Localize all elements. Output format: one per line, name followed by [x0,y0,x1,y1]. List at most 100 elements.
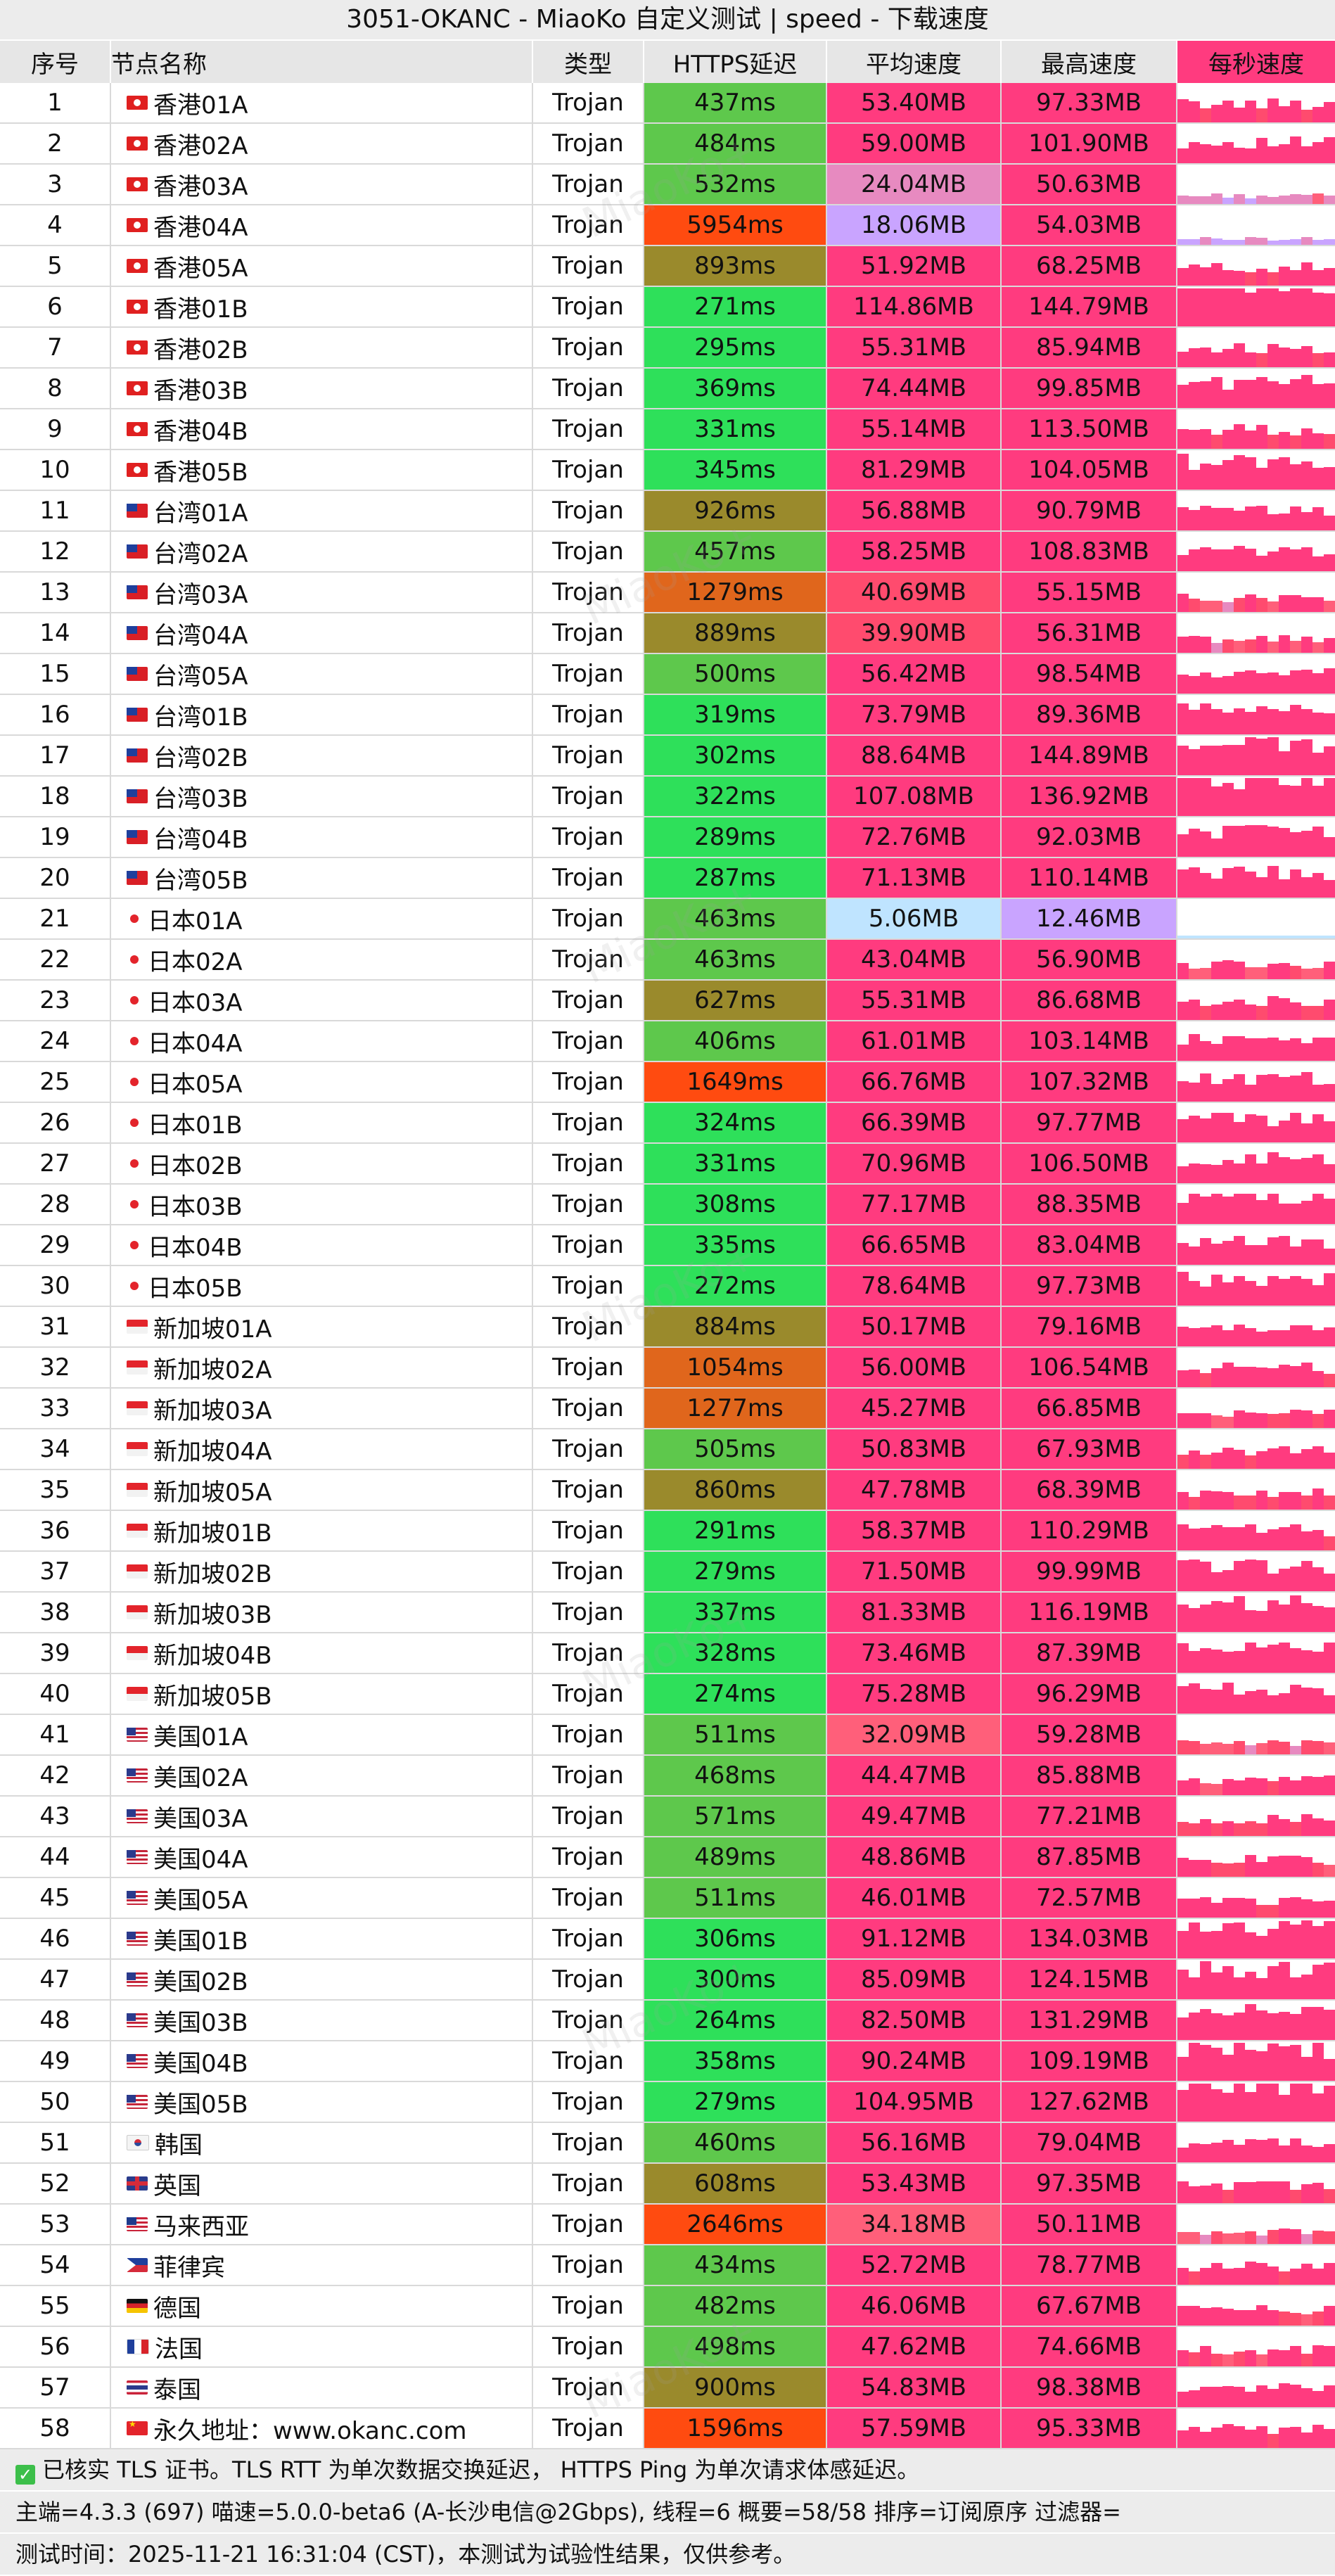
speed-bar [1245,549,1256,571]
speed-bar [1222,960,1234,979]
row-https-latency: 289ms [644,817,827,857]
row-index: 22 [0,940,111,979]
speed-bar [1279,1040,1290,1061]
speed-bar [1324,1775,1335,1795]
speed-bar [1312,270,1324,286]
speed-bar [1200,2084,1211,2122]
row-index: 32 [0,1348,111,1387]
speed-bar [1177,1560,1189,1591]
speed-bar [1222,2190,1234,2203]
row-speed-sparkline [1177,205,1335,245]
table-row: 56 法国 Trojan 498ms 47.62MB 74.66MB [0,2327,1335,2368]
speed-bar [1189,2186,1200,2203]
speed-bar [1324,601,1335,612]
speed-bar [1200,873,1211,898]
row-https-latency: 287ms [644,858,827,898]
flag-icon [127,1238,142,1252]
speed-bar [1234,194,1245,204]
flag-icon [127,2299,148,2313]
speed-bar [1245,1855,1256,1877]
flag-icon [127,1116,142,1130]
row-https-latency: 1277ms [644,1389,827,1428]
speed-bar [1256,468,1267,490]
speed-bar [1312,107,1324,122]
table-row: 17 台湾02B Trojan 302ms 88.64MB 144.89MB [0,736,1335,777]
speed-bar [1312,1567,1324,1591]
row-max-speed: 59.28MB [1002,1715,1177,1754]
node-name-text: 美国02A [153,1764,248,1792]
row-index: 58 [0,2409,111,2448]
flag-icon [127,1728,148,1742]
row-index: 19 [0,817,111,857]
speed-bar [1189,1608,1200,1632]
speed-bar [1290,1595,1301,1632]
speed-bar [1189,778,1200,816]
speed-bar [1177,268,1189,286]
speed-bar [1189,2084,1200,2122]
row-speed-sparkline [1177,1593,1335,1632]
speed-bar [1189,676,1200,694]
node-name-text: 香港05A [153,254,248,283]
node-name-text: 新加坡02B [153,1560,272,1588]
speed-bar [1211,1525,1222,1550]
speed-bar [1211,879,1222,898]
speed-bar [1211,263,1222,286]
speed-bar [1267,1276,1279,1306]
table-row: 24 日本04A Trojan 406ms 61.01MB 103.14MB [0,1021,1335,1062]
speed-bar [1324,1410,1335,1428]
speed-bar [1222,142,1234,163]
speed-bar [1222,1160,1234,1183]
speed-bar [1211,2387,1222,2407]
speed-bar [1256,2305,1267,2326]
row-type: Trojan [533,654,644,694]
speed-bar [1200,1932,1211,1958]
speed-bar [1267,1414,1279,1428]
row-https-latency: 319ms [644,695,827,734]
row-node-name: 新加坡03B [111,1593,533,1632]
speed-bar [1324,2306,1335,2326]
speed-bar [1222,2015,1234,2040]
speed-bar [1211,1931,1222,1958]
speed-bar [1301,1688,1312,1714]
speed-bar [1189,1823,1200,1836]
row-type: Trojan [533,1960,644,1999]
speed-bar [1301,110,1312,122]
speed-bar [1200,968,1211,979]
speed-bar [1177,2268,1189,2285]
row-speed-sparkline [1177,981,1335,1020]
speed-bar [1267,2138,1279,2162]
speed-bar [1234,1823,1245,1836]
speed-bar [1256,1286,1267,1306]
speed-bar [1290,641,1301,653]
row-index: 21 [0,899,111,938]
speed-bar [1324,962,1335,979]
row-node-name: 日本04A [111,1021,533,1061]
speed-bar [1279,936,1290,938]
speed-bar [1177,2392,1189,2407]
speed-bar [1200,2186,1211,2203]
speed-bar [1267,964,1279,979]
speed-bar [1267,601,1279,612]
row-https-latency: 274ms [644,1674,827,1714]
speed-bar [1200,2045,1211,2081]
speed-bar [1267,1781,1279,1795]
table-row: 54 菲律宾 Trojan 434ms 52.72MB 78.77MB [0,2245,1335,2286]
speed-bar [1234,2426,1245,2448]
row-node-name: 香港02A [111,124,533,163]
flag-icon [127,2419,148,2435]
speed-bar [1222,349,1234,367]
row-speed-sparkline [1177,1960,1335,1999]
speed-bar [1234,1276,1245,1306]
row-index: 10 [0,450,111,490]
speed-bar [1279,635,1290,653]
row-avg-speed: 58.37MB [827,1511,1002,1550]
speed-bar [1279,1413,1290,1428]
table-row: 14 台湾04A Trojan 889ms 39.90MB 56.31MB [0,613,1335,654]
row-node-name: 香港05A [111,246,533,286]
speed-bar [1256,108,1267,122]
speed-bar [1301,1496,1312,1510]
speed-bar [1290,1002,1301,1020]
row-max-speed: 89.36MB [1002,695,1177,734]
row-https-latency: 345ms [644,450,827,490]
node-name-text: 新加坡05B [153,1682,272,1711]
